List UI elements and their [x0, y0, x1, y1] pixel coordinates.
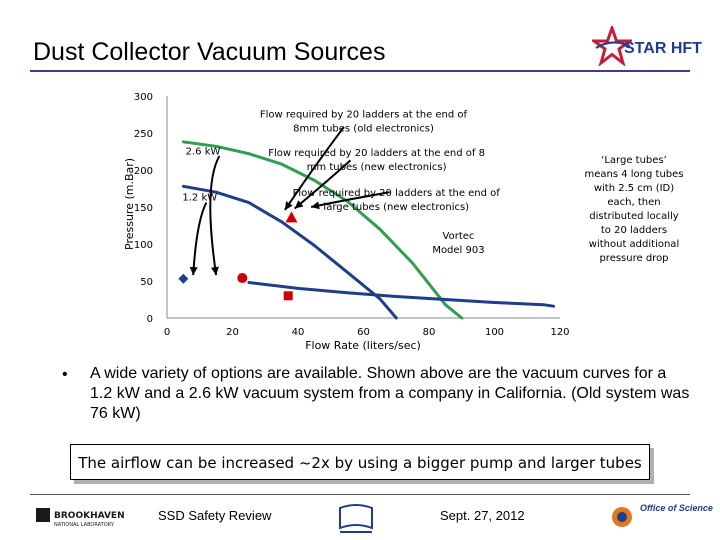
- annotation-line: 1.2 kW: [182, 192, 217, 203]
- annotation-arrow: [209, 155, 221, 276]
- y-tick-label: 150: [134, 203, 153, 214]
- large-tubes-note: ‘Large tubes’ means 4 long tubes with 2.…: [584, 155, 684, 264]
- svg-text:BROOKHAVEN: BROOKHAVEN: [54, 511, 125, 521]
- arrow-head: [311, 201, 320, 210]
- x-tick-label: 60: [357, 327, 370, 338]
- vacuum-curve-chart: 0 50 100 150 200 250 300 0 20 40 60 80 100 120 Flow …: [123, 92, 570, 352]
- callout-box: The airflow can be increased ~2x by usin…: [70, 444, 650, 480]
- arrow-head: [284, 201, 293, 210]
- annotation-line: Vortec: [443, 231, 475, 242]
- office-of-science-logo-icon: [612, 507, 632, 527]
- annotation-line: large tubes (new electronics): [323, 202, 469, 213]
- circle-marker: [237, 273, 248, 284]
- x-tick-label: 120: [550, 327, 569, 338]
- bullet-text: A wide variety of options are available.…: [90, 365, 690, 422]
- y-tick-label: 50: [140, 277, 153, 288]
- arrow-head: [189, 266, 198, 276]
- x-tick-label: 20: [226, 327, 239, 338]
- svg-text:NATIONAL LABORATORY: NATIONAL LABORATORY: [54, 522, 115, 528]
- annotation-label: Flow required by 20 ladders at the end o…: [260, 109, 468, 134]
- y-tick-label: 0: [147, 314, 153, 325]
- x-tick-label: 80: [423, 327, 436, 338]
- y-tick-label: 100: [134, 240, 153, 251]
- x-tick-label: 0: [164, 327, 170, 338]
- arrow-head: [294, 200, 304, 209]
- y-axis-label: Pressure (m.Bar): [123, 158, 136, 250]
- bullet-marker: •: [62, 366, 68, 383]
- footer-event: SSD Safety Review: [158, 508, 272, 523]
- annotation-line: Model 903: [432, 245, 484, 256]
- annotation-arrow: [284, 126, 345, 211]
- annotation-label: 1.2 kW: [182, 192, 217, 203]
- series-line: [181, 140, 464, 320]
- triangle-marker: [285, 211, 298, 223]
- annotation-label: 2.6 kW: [186, 146, 221, 157]
- x-tick-label: 100: [485, 327, 504, 338]
- x-axis-label: Flow Rate (liters/sec): [305, 339, 421, 352]
- diamond-marker: [178, 273, 189, 284]
- slide-title: Dust Collector Vacuum Sources: [33, 38, 386, 66]
- annotation-line: mm tubes (new electronics): [307, 162, 447, 173]
- callout-text: The airflow can be increased ~2x by usin…: [78, 454, 642, 472]
- y-tick-label: 300: [134, 92, 153, 103]
- annotation-line: 2.6 kW: [186, 146, 221, 157]
- footer-date: Sept. 27, 2012: [440, 508, 525, 523]
- annotation-line: Flow required by 20 ladders at the end o…: [293, 188, 501, 199]
- title-rule: [30, 70, 690, 72]
- annotation-line: Flow required by 20 ladders at the end o…: [268, 148, 485, 159]
- annotation-line: 8mm tubes (old electronics): [293, 123, 434, 134]
- brookhaven-logo-icon: BROOKHAVEN NATIONAL LABORATORY: [36, 508, 125, 528]
- annotation-label: Flow required by 20 ladders at the end o…: [293, 188, 501, 213]
- annotation-label: Flow required by 20 ladders at the end o…: [268, 148, 485, 173]
- x-tick-label: 40: [292, 327, 305, 338]
- rhic-logo-icon: [339, 504, 373, 533]
- office-of-science-text: Office of Science: [640, 503, 713, 513]
- annotation-arrow: [192, 202, 208, 276]
- footer-rule: [30, 494, 690, 495]
- y-tick-label: 200: [134, 166, 153, 177]
- annotation-line: Flow required by 20 ladders at the end o…: [260, 109, 468, 120]
- square-marker: [283, 291, 293, 301]
- logo-text: STAR HFT: [624, 40, 702, 57]
- star-logo-icon: [592, 26, 632, 66]
- annotation-label: Vortec Model 903: [432, 231, 484, 256]
- arrow-head: [211, 266, 219, 276]
- series-line: [247, 281, 555, 308]
- y-tick-label: 250: [134, 129, 153, 140]
